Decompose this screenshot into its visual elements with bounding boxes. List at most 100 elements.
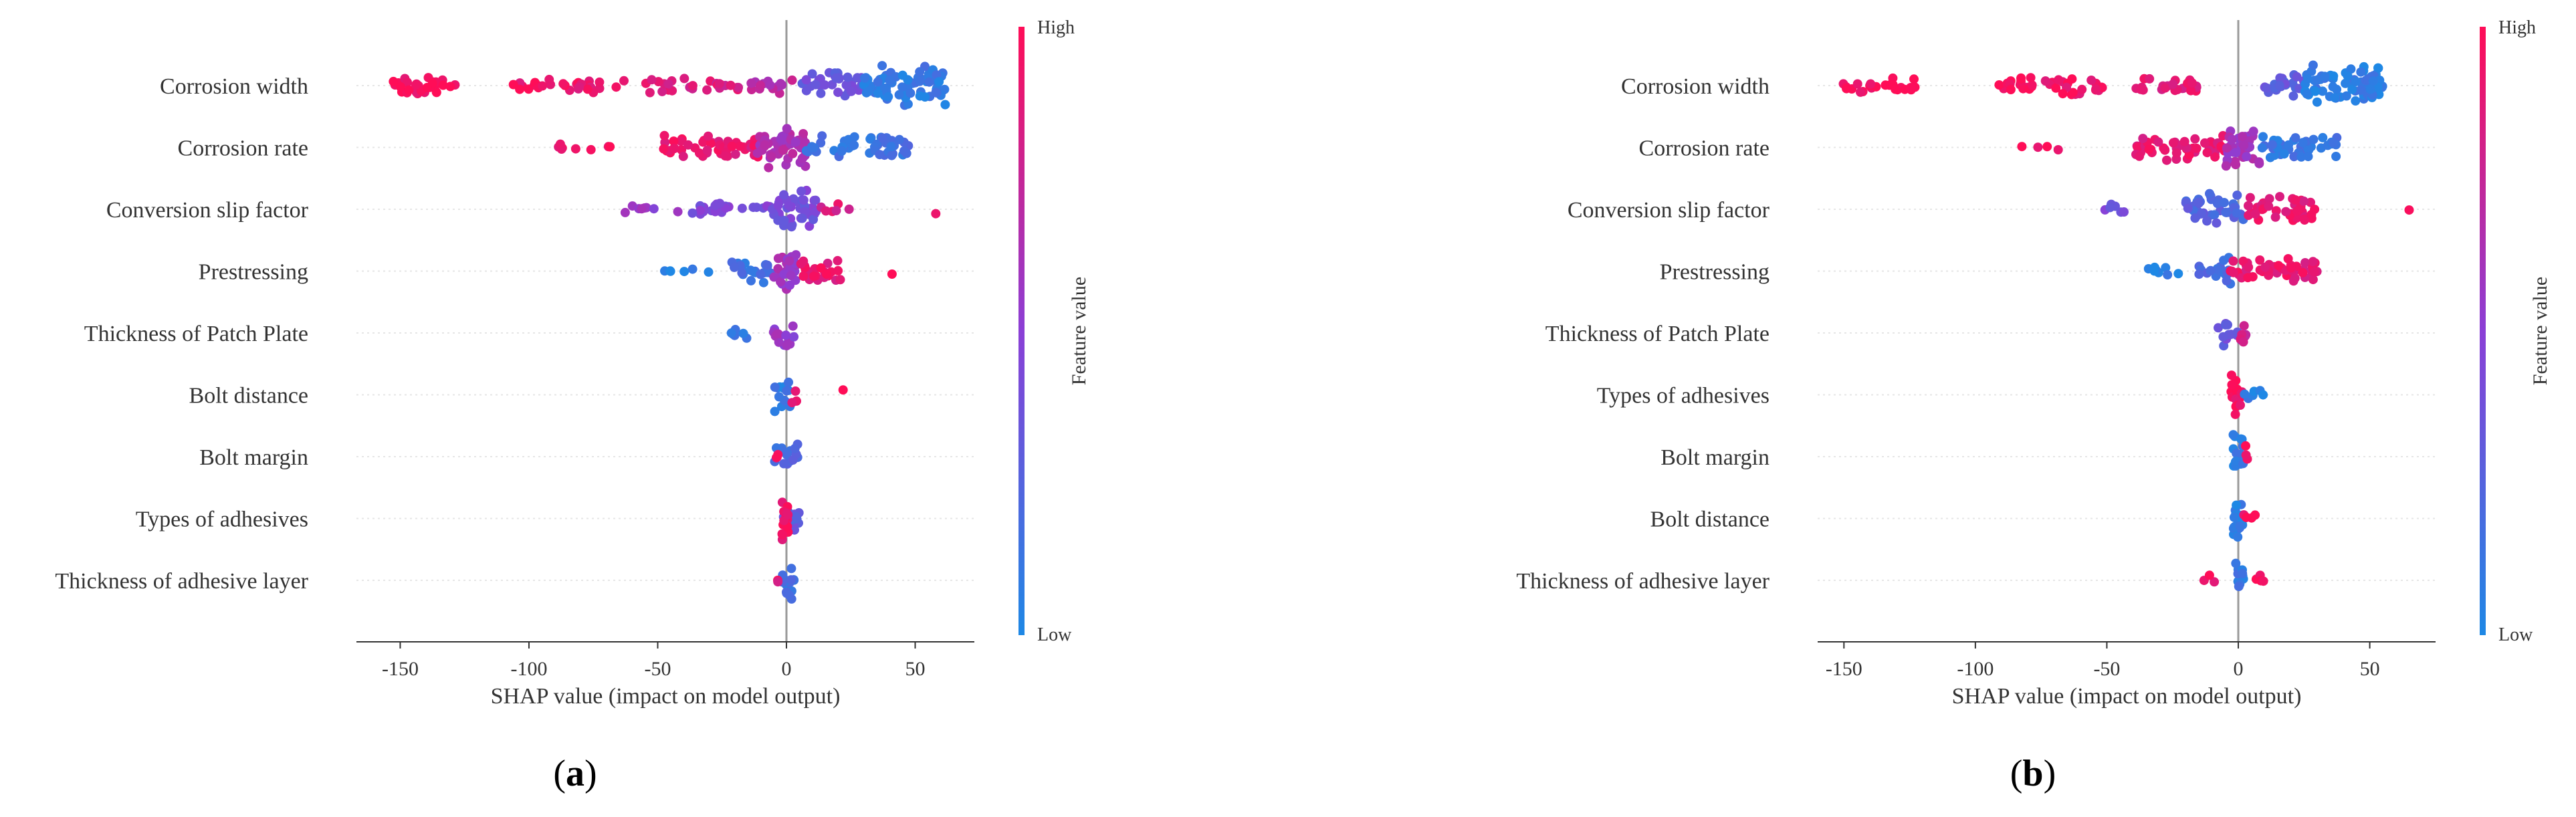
shap-point [1994, 80, 2004, 90]
shap-point [823, 258, 833, 268]
shap-point [2017, 142, 2027, 152]
shap-point [2133, 142, 2143, 152]
shap-point [2223, 320, 2232, 330]
shap-point [934, 77, 944, 87]
shap-point [2232, 208, 2242, 218]
shap-point [835, 275, 845, 285]
shap-point [2274, 261, 2284, 271]
shap-point [2258, 576, 2268, 586]
shap-point [777, 80, 787, 90]
shap-point [687, 81, 697, 91]
shap-point [2222, 143, 2232, 153]
shap-point [887, 150, 897, 160]
shap-point [778, 530, 788, 540]
shap-point [2067, 74, 2077, 84]
feature-label: Thickness of adhesive layer [1516, 569, 1769, 594]
shap-point [665, 266, 675, 276]
shap-point [637, 204, 647, 214]
shap-point [2341, 91, 2351, 101]
shap-point [2355, 86, 2365, 95]
shap-point [2298, 196, 2309, 206]
shap-point [663, 79, 673, 89]
shap-point [2264, 194, 2274, 204]
shap-point [659, 144, 669, 154]
feature-label: Thickness of Patch Plate [84, 322, 308, 346]
shap-point [2231, 558, 2241, 568]
shap-point [538, 81, 548, 91]
shap-point [2250, 209, 2260, 219]
shap-point [2145, 74, 2155, 84]
shap-point [2016, 73, 2026, 83]
shap-point [2231, 456, 2241, 466]
shap-point [2279, 149, 2289, 159]
shap-point [776, 134, 786, 144]
shap-point [2204, 570, 2214, 580]
shap-point [860, 73, 869, 83]
shap-point [2210, 577, 2220, 587]
shap-point [687, 264, 697, 274]
shap-point [2160, 145, 2170, 155]
feature-label: Conversion slip factor [1568, 198, 1770, 223]
shap-point [558, 79, 568, 89]
shap-point [778, 145, 788, 155]
shap-point [873, 88, 883, 98]
shap-point [2258, 132, 2268, 142]
shap-point [782, 341, 792, 351]
shap-point [784, 201, 794, 211]
shap-point [706, 138, 716, 148]
shap-point [831, 206, 841, 215]
shap-point [2328, 138, 2338, 148]
shap-point [2298, 138, 2308, 148]
shap-point [905, 88, 916, 98]
x-tick-label: 0 [2234, 658, 2244, 680]
shap-plot-a: Corrosion width Corrosion rate Conversio… [55, 17, 1090, 794]
colorbar-low-label: Low [2498, 624, 2533, 645]
shap-point [798, 195, 809, 205]
shap-point [1888, 80, 1898, 90]
shap-point [758, 277, 768, 287]
shap-point [2267, 140, 2277, 150]
feature-label: Corrosion width [160, 74, 308, 99]
shap-point [2221, 161, 2231, 171]
feature-label: Corrosion rate [1639, 136, 1769, 161]
shap-point [2240, 389, 2250, 399]
shap-point [2368, 76, 2378, 86]
shap-point [570, 144, 580, 154]
shap-point [2191, 143, 2202, 153]
shap-point [2227, 380, 2237, 390]
shap-point [2199, 138, 2210, 148]
shap-point [2168, 80, 2178, 89]
shap-point [2296, 152, 2306, 162]
shap-point [924, 77, 934, 87]
shap-point [875, 150, 885, 160]
shap-point [2245, 193, 2255, 203]
shap-point [2300, 258, 2310, 267]
shap-point [2298, 267, 2308, 277]
shap-point [396, 82, 405, 92]
shap-point [807, 69, 817, 79]
shap-point [605, 142, 615, 152]
shap-point [760, 140, 770, 150]
shap-point [2236, 400, 2245, 410]
shap-point [726, 80, 736, 90]
shap-point [2228, 430, 2238, 440]
shap-point [2169, 138, 2178, 148]
shap-point [883, 92, 893, 102]
shap-point [788, 455, 798, 465]
shap-point [2053, 145, 2063, 154]
shap-point [781, 330, 791, 340]
shap-point [611, 82, 621, 92]
shap-point [2161, 263, 2171, 273]
feature-label: Thickness of adhesive layer [55, 569, 308, 594]
shap-point [2281, 207, 2291, 217]
shap-point [695, 205, 706, 215]
colorbar-high-label: High [1037, 17, 1075, 38]
shap-point [2042, 142, 2052, 152]
shap-point [2058, 89, 2068, 99]
shap-point [801, 75, 811, 85]
shap-point [544, 74, 554, 84]
shap-point [620, 207, 630, 217]
shap-points [389, 61, 950, 604]
shap-point [2135, 151, 2145, 161]
